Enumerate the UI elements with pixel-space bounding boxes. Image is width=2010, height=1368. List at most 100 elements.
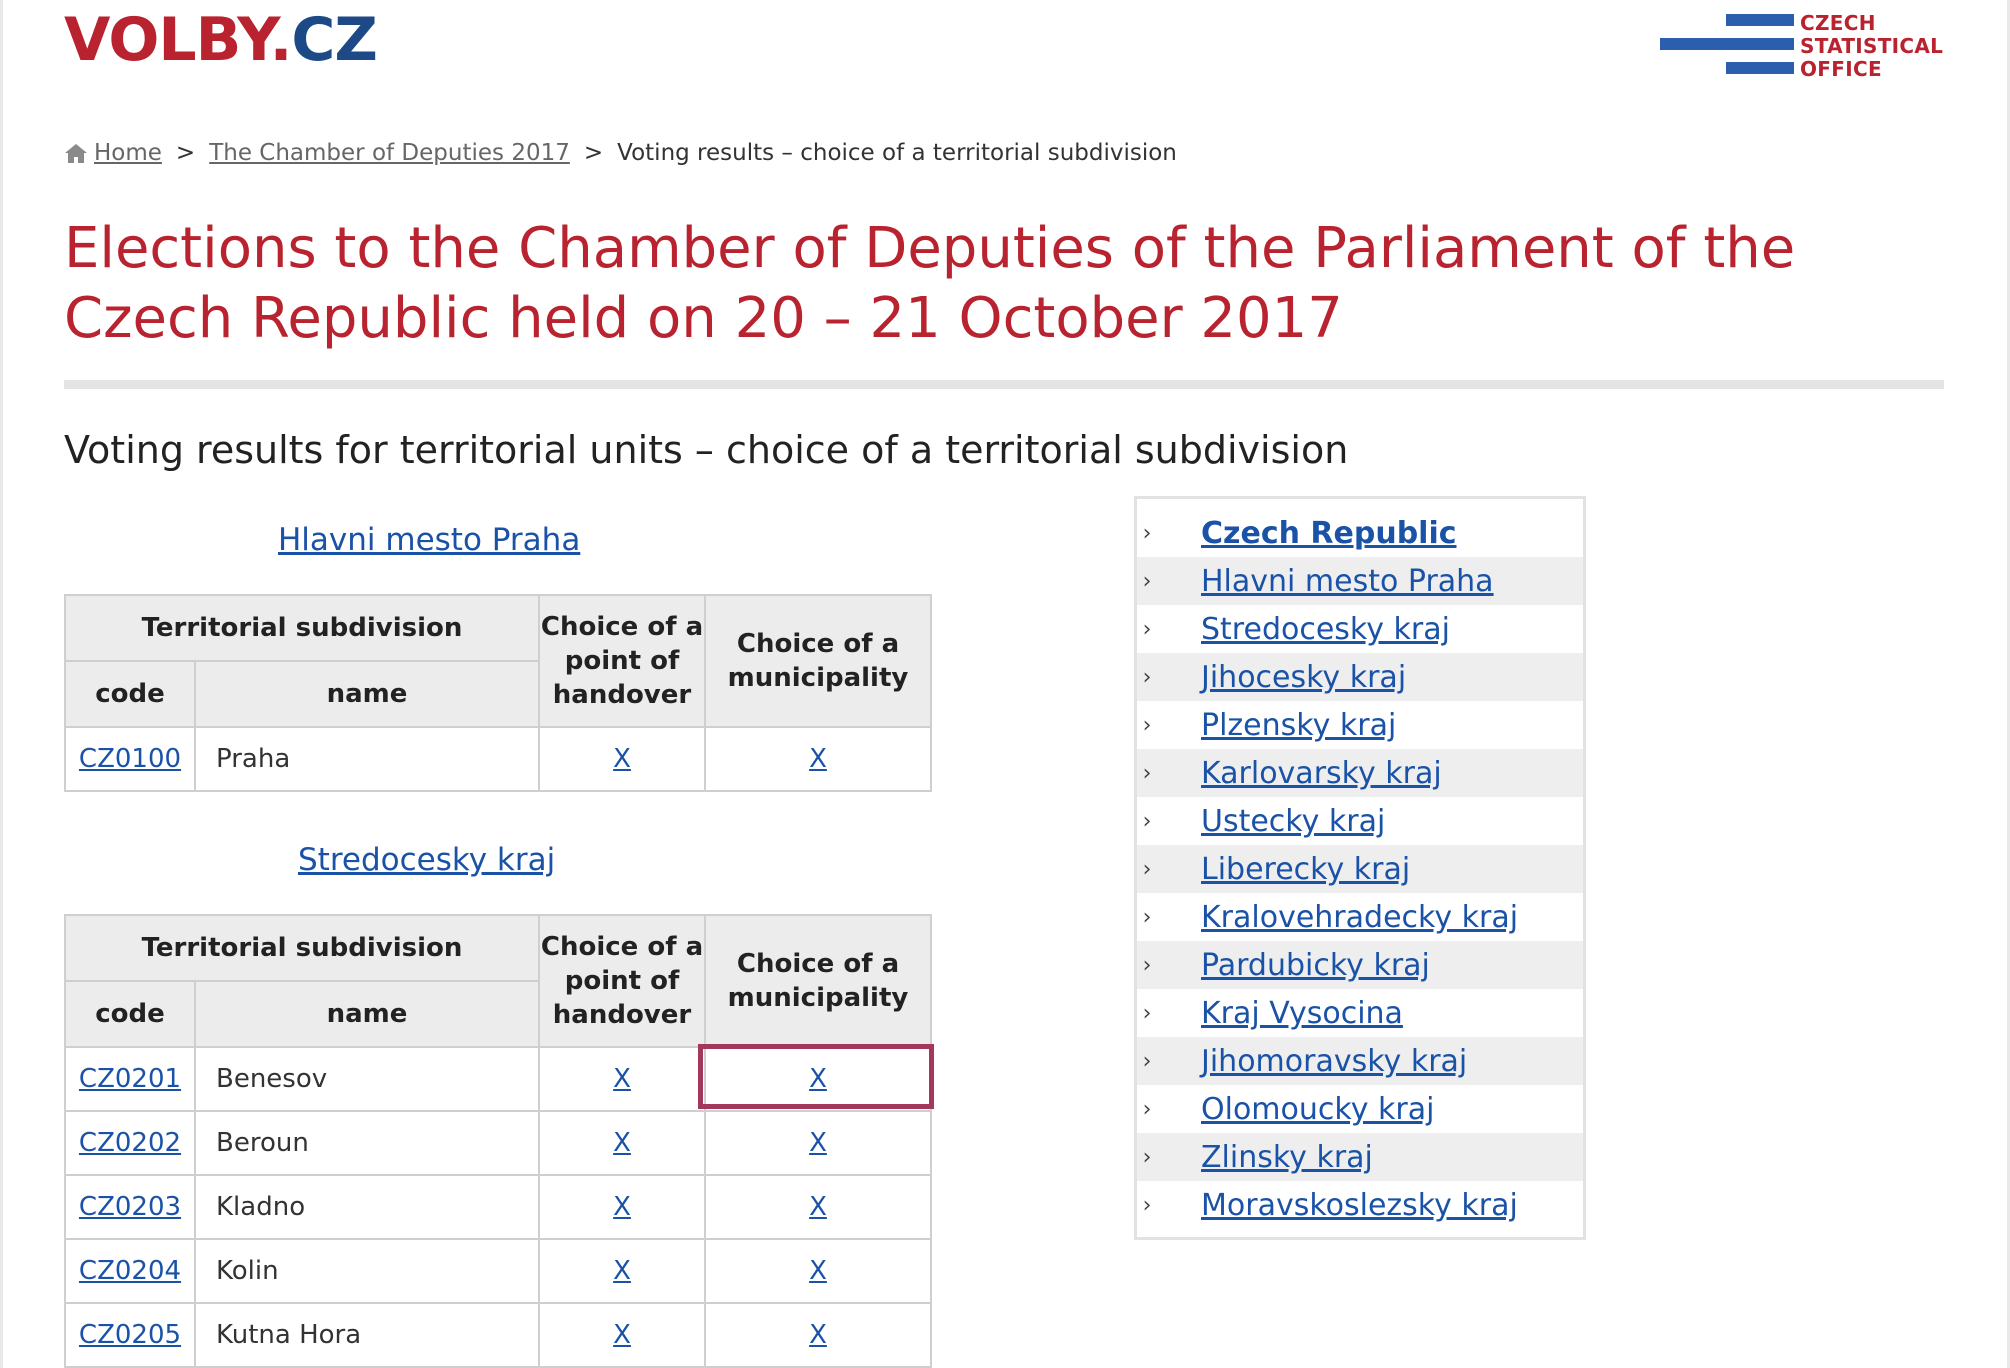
breadcrumb-separator: > bbox=[175, 140, 196, 166]
table-row: CZ0203 Kladno X X bbox=[64, 1174, 932, 1240]
region-link-stredocesky[interactable]: Stredocesky kraj bbox=[298, 842, 556, 878]
code-link[interactable]: CZ0201 bbox=[78, 1064, 182, 1094]
header-name: name bbox=[194, 980, 540, 1048]
name-cell: Benesov bbox=[194, 1046, 540, 1112]
breadcrumb-current: Voting results – choice of a territorial… bbox=[617, 140, 1177, 166]
code-link[interactable]: CZ0205 bbox=[78, 1320, 182, 1350]
regions-nav-item[interactable]: › Jihomoravsky kraj bbox=[1137, 1037, 1583, 1085]
regions-nav-item[interactable]: › Pardubicky kraj bbox=[1137, 941, 1583, 989]
table-row: CZ0204 Kolin X X bbox=[64, 1238, 932, 1304]
breadcrumb-chamber-link[interactable]: The Chamber of Deputies 2017 bbox=[209, 140, 570, 166]
name-cell: Beroun bbox=[194, 1110, 540, 1176]
table-row: CZ0201 Benesov X X bbox=[64, 1046, 932, 1112]
results-table-stredocesky: Territorial subdivision Choice of a poin… bbox=[64, 914, 932, 1368]
regions-nav-link[interactable]: Stredocesky kraj bbox=[1201, 611, 1450, 647]
header-name: name bbox=[194, 660, 540, 728]
table-row: CZ0202 Beroun X X bbox=[64, 1110, 932, 1176]
chevron-right-icon: › bbox=[1142, 712, 1152, 738]
code-link[interactable]: CZ0204 bbox=[78, 1256, 182, 1286]
header-point-of-handover: Choice of a point of handover bbox=[538, 914, 706, 1048]
cso-logo-text: CZECH STATISTICAL OFFICE bbox=[1800, 11, 1944, 81]
chevron-right-icon: › bbox=[1142, 1192, 1152, 1218]
municipality-link[interactable]: X bbox=[809, 1256, 827, 1286]
chevron-right-icon: › bbox=[1142, 1048, 1152, 1074]
point-of-handover-link[interactable]: X bbox=[613, 1256, 631, 1286]
point-of-handover-link[interactable]: X bbox=[613, 1192, 631, 1222]
regions-nav-link[interactable]: Karlovarsky kraj bbox=[1201, 755, 1442, 791]
chevron-right-icon: › bbox=[1142, 952, 1152, 978]
chevron-right-icon: › bbox=[1142, 856, 1152, 882]
chevron-right-icon: › bbox=[1142, 1144, 1152, 1170]
volby-logo[interactable]: VOLBY.CZ bbox=[64, 10, 378, 70]
code-link[interactable]: CZ0202 bbox=[78, 1128, 182, 1158]
regions-nav-item[interactable]: › Kralovehradecky kraj bbox=[1137, 893, 1583, 941]
chevron-right-icon: › bbox=[1142, 616, 1152, 642]
code-link[interactable]: CZ0100 bbox=[78, 744, 182, 774]
home-icon bbox=[65, 144, 87, 163]
regions-nav-link[interactable]: Zlinsky kraj bbox=[1201, 1139, 1373, 1175]
point-of-handover-link[interactable]: X bbox=[613, 744, 631, 774]
regions-nav-item[interactable]: › Zlinsky kraj bbox=[1137, 1133, 1583, 1181]
logo-text-volby: VOLBY. bbox=[64, 5, 292, 75]
point-of-handover-link[interactable]: X bbox=[613, 1128, 631, 1158]
regions-nav-item[interactable]: › Kraj Vysocina bbox=[1137, 989, 1583, 1037]
regions-nav-link[interactable]: Kralovehradecky kraj bbox=[1201, 899, 1519, 935]
regions-nav-link[interactable]: Plzensky kraj bbox=[1201, 707, 1397, 743]
header-municipality: Choice of a municipality bbox=[704, 594, 932, 728]
results-table-praha: Territorial subdivision Choice of a poin… bbox=[64, 594, 932, 792]
czech-statistical-office-logo[interactable]: CZECH STATISTICAL OFFICE bbox=[1650, 6, 1950, 82]
regions-nav-item[interactable]: › Jihocesky kraj bbox=[1137, 653, 1583, 701]
municipality-link[interactable]: X bbox=[809, 1192, 827, 1222]
chevron-right-icon: › bbox=[1142, 664, 1152, 690]
regions-nav-item[interactable]: › Liberecky kraj bbox=[1137, 845, 1583, 893]
municipality-link[interactable]: X bbox=[809, 1128, 827, 1158]
chevron-right-icon: › bbox=[1142, 904, 1152, 930]
region-link-praha[interactable]: Hlavni mesto Praha bbox=[278, 522, 581, 558]
header-code: code bbox=[64, 980, 196, 1048]
name-cell: Kolin bbox=[194, 1238, 540, 1304]
header-point-of-handover: Choice of a point of handover bbox=[538, 594, 706, 728]
table-row: CZ0100 Praha X X bbox=[64, 726, 932, 792]
name-cell: Kladno bbox=[194, 1174, 540, 1240]
regions-nav-link[interactable]: Olomoucky kraj bbox=[1201, 1091, 1435, 1127]
regions-nav-link[interactable]: Jihocesky kraj bbox=[1201, 659, 1407, 695]
header-municipality: Choice of a municipality bbox=[704, 914, 932, 1048]
regions-nav-item[interactable]: › Hlavni mesto Praha bbox=[1137, 557, 1583, 605]
regions-nav: › Czech Republic › Hlavni mesto Praha › Str… bbox=[1134, 496, 1586, 1240]
regions-nav-item[interactable]: › Czech Republic bbox=[1137, 509, 1583, 557]
municipality-link[interactable]: X bbox=[809, 1064, 827, 1094]
regions-nav-item[interactable]: › Moravskoslezsky kraj bbox=[1137, 1181, 1583, 1229]
code-link[interactable]: CZ0203 bbox=[78, 1192, 182, 1222]
header-territorial-subdivision: Territorial subdivision bbox=[64, 594, 540, 662]
regions-nav-link[interactable]: Ustecky kraj bbox=[1201, 803, 1386, 839]
regions-nav-link[interactable]: Pardubicky kraj bbox=[1201, 947, 1430, 983]
regions-nav-item[interactable]: › Stredocesky kraj bbox=[1137, 605, 1583, 653]
breadcrumb-home-link[interactable]: Home bbox=[94, 140, 162, 166]
regions-nav-link[interactable]: Jihomoravsky kraj bbox=[1201, 1043, 1468, 1079]
municipality-link[interactable]: X bbox=[809, 1320, 827, 1350]
chevron-right-icon: › bbox=[1142, 1096, 1152, 1122]
regions-nav-link[interactable]: Liberecky kraj bbox=[1201, 851, 1411, 887]
page-right-edge bbox=[2007, 0, 2010, 1368]
name-cell: Praha bbox=[194, 726, 540, 792]
regions-nav-link-czech-republic[interactable]: Czech Republic bbox=[1201, 515, 1457, 551]
chevron-right-icon: › bbox=[1142, 568, 1152, 594]
regions-nav-link[interactable]: Hlavni mesto Praha bbox=[1201, 563, 1494, 599]
point-of-handover-link[interactable]: X bbox=[613, 1320, 631, 1350]
regions-nav-link[interactable]: Kraj Vysocina bbox=[1201, 995, 1403, 1031]
table-row: CZ0205 Kutna Hora X X bbox=[64, 1302, 932, 1368]
header-code: code bbox=[64, 660, 196, 728]
regions-nav-item[interactable]: › Ustecky kraj bbox=[1137, 797, 1583, 845]
regions-nav-item[interactable]: › Karlovarsky kraj bbox=[1137, 749, 1583, 797]
regions-nav-item[interactable]: › Plzensky kraj bbox=[1137, 701, 1583, 749]
page-title: Elections to the Chamber of Deputies of … bbox=[64, 216, 1796, 351]
breadcrumb: Home > The Chamber of Deputies 2017 > Vo… bbox=[64, 140, 1177, 166]
breadcrumb-separator: > bbox=[583, 140, 604, 166]
regions-nav-item[interactable]: › Olomoucky kraj bbox=[1137, 1085, 1583, 1133]
point-of-handover-link[interactable]: X bbox=[613, 1064, 631, 1094]
municipality-link[interactable]: X bbox=[809, 744, 827, 774]
regions-nav-link[interactable]: Moravskoslezsky kraj bbox=[1201, 1187, 1518, 1223]
page-subtitle: Voting results for territorial units – c… bbox=[64, 428, 1349, 472]
header-territorial-subdivision: Territorial subdivision bbox=[64, 914, 540, 982]
chevron-right-icon: › bbox=[1142, 808, 1152, 834]
